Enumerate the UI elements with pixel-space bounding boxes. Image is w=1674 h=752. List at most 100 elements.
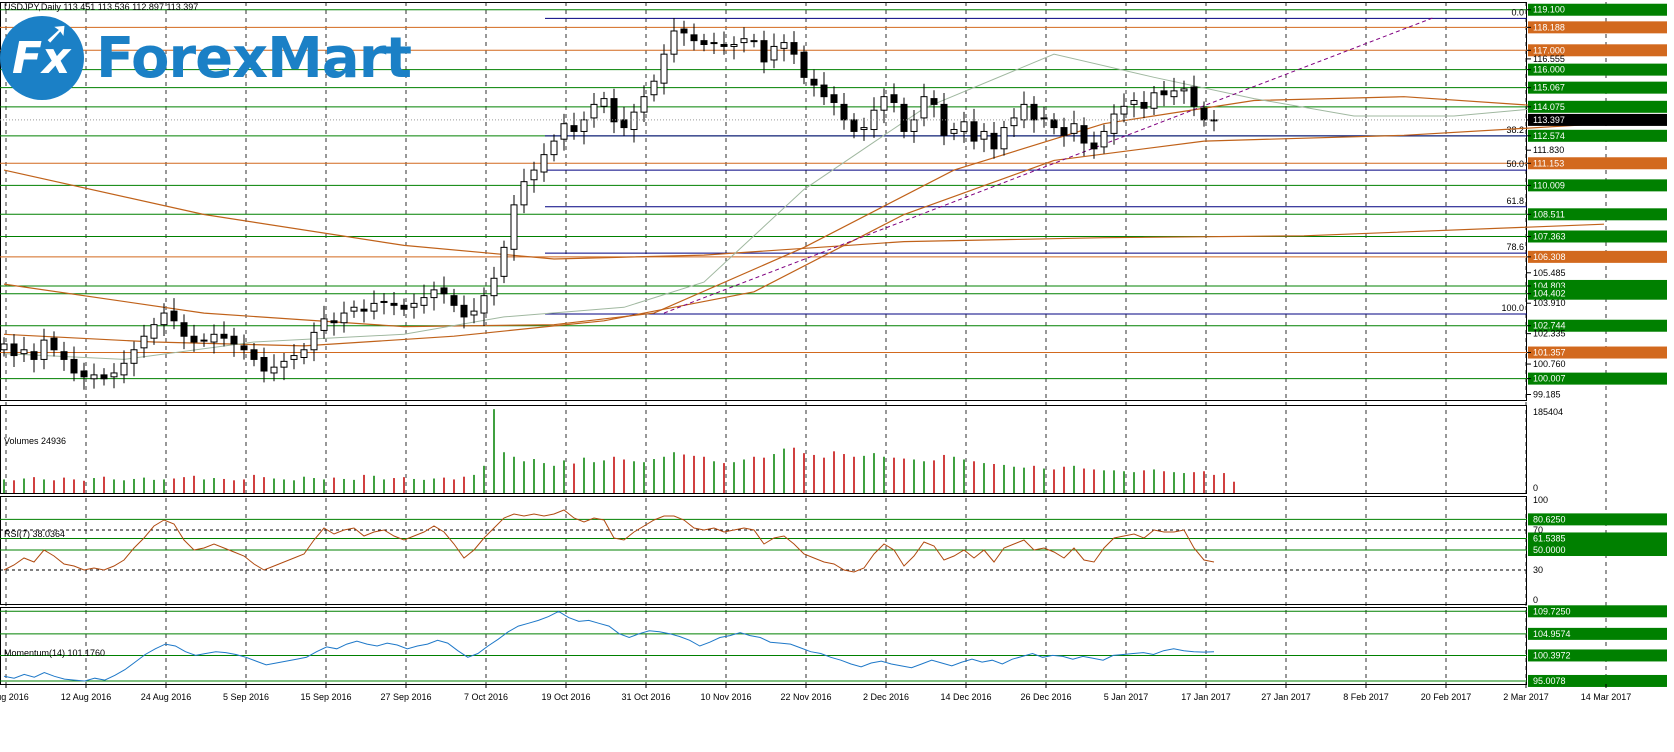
date-label: 2 Aug 2016: [0, 692, 29, 702]
candle-body: [470, 310, 478, 316]
candle-body: [740, 38, 748, 44]
candle-body: [390, 302, 398, 306]
date-label: 12 Aug 2016: [61, 692, 112, 702]
candle-body: [60, 351, 68, 360]
candle-body: [190, 335, 198, 343]
price-label: 117.000: [1533, 45, 1565, 55]
logo-mark: Fx: [12, 33, 71, 84]
rsi-level-label: 61.5385: [1533, 533, 1566, 543]
price-tag: [1528, 63, 1667, 76]
momentum-panel: 109.7250 104.9574 100.3972 95.0078: [0, 605, 1667, 687]
fib-level-label: 78.6: [1506, 242, 1524, 252]
momentum-level-label: 100.3972: [1533, 650, 1571, 660]
fib-level-label: 100.0: [1501, 303, 1524, 313]
candle-body: [250, 349, 258, 360]
candle-body: [600, 98, 608, 107]
candle-body: [170, 310, 178, 322]
volume-label: Volumes 24936: [4, 436, 66, 446]
price-label: 118.188: [1533, 22, 1565, 32]
forexmart-logo: Fx ➚ ForexMart: [0, 16, 412, 100]
price-label: 119.100: [1533, 5, 1565, 15]
rsi-label: RSI(7) 38.0364: [4, 529, 65, 539]
date-label: 20 Feb 2017: [1421, 692, 1472, 702]
rsi-axis-label: 0: [1533, 595, 1538, 605]
price-label: 104.402: [1533, 289, 1566, 299]
candle-body: [830, 94, 838, 103]
date-axis: 2 Aug 2016 12 Aug 2016 24 Aug 2016 5 Sep 20…: [0, 684, 1631, 702]
candle-body: [500, 246, 508, 277]
candle-body: [1080, 125, 1088, 144]
candle-body: [310, 331, 318, 351]
candle-body: [770, 45, 778, 61]
fib-level-label: 50.0: [1506, 159, 1524, 169]
date-label: 17 Jan 2017: [1181, 692, 1231, 702]
candle-body: [800, 51, 808, 78]
date-label: 19 Oct 2016: [541, 692, 590, 702]
candle-body: [160, 312, 168, 326]
candle-body: [940, 103, 948, 136]
rsi-level-label: 50.0000: [1533, 545, 1566, 555]
candle-body: [220, 333, 228, 339]
candle-body: [710, 42, 718, 45]
price-label: 105.485: [1533, 268, 1566, 278]
candle-body: [520, 181, 528, 206]
candle-body: [1150, 92, 1158, 109]
price-tag: [1528, 81, 1667, 94]
fib-level-label: 38.2: [1506, 125, 1524, 135]
candle-body: [430, 289, 438, 299]
date-label: 22 Nov 2016: [780, 692, 831, 702]
candle-body: [890, 94, 898, 103]
candle-body: [930, 98, 938, 105]
candle-body: [760, 40, 768, 63]
rsi-axis-label: 30: [1533, 565, 1543, 575]
price-label: 99.185: [1533, 389, 1561, 399]
candle-body: [670, 30, 678, 55]
panel-frame: [0, 2, 1527, 401]
date-label: 14 Mar 2017: [1581, 692, 1632, 702]
candle-body: [1110, 113, 1118, 134]
price-label: 112.574: [1533, 131, 1565, 141]
candle-body: [180, 322, 188, 337]
price-tag: [1528, 372, 1667, 385]
candle-body: [960, 121, 968, 132]
ma-20-line: [3, 53, 1605, 360]
candle-body: [1020, 103, 1028, 121]
candle-body: [80, 370, 88, 378]
candle-body: [420, 297, 428, 306]
price-label: 100.760: [1533, 359, 1566, 369]
momentum-level-tag: [1528, 605, 1667, 618]
candle-body: [690, 34, 698, 42]
price-label: 111.153: [1533, 158, 1564, 168]
momentum-level-tag: [1528, 627, 1667, 640]
candle-body: [1000, 127, 1008, 150]
price-label: 114.075: [1533, 102, 1565, 112]
fibonacci-levels: 0.0 38.2 50.0 61.8 78.6 100.0: [545, 7, 1527, 315]
upward-arrow-icon: ➚: [44, 16, 70, 51]
candle-body: [1030, 103, 1038, 121]
candle-body: [810, 78, 818, 86]
candle-body: [610, 98, 618, 123]
candle-body: [650, 80, 658, 96]
price-label: 102.335: [1533, 329, 1566, 339]
candle-body: [270, 366, 278, 374]
candle-body: [540, 154, 548, 173]
candle-body: [150, 324, 158, 339]
candle-body: [1040, 117, 1048, 120]
candle-body: [570, 125, 578, 132]
candle-body: [320, 318, 328, 331]
rsi-level-tag: [1528, 532, 1667, 545]
candle-body: [980, 130, 988, 140]
candle-body: [1050, 119, 1058, 129]
price-tag: [1528, 3, 1667, 16]
panel-frame: [0, 607, 1527, 685]
candle-body: [210, 333, 218, 343]
candle-body: [840, 103, 848, 121]
ma-100-line: [3, 96, 1605, 328]
support-resistance-lines: [0, 9, 1527, 380]
rsi-axis-label: 70: [1533, 525, 1543, 535]
candle-body: [480, 295, 488, 314]
candle-body: [950, 129, 958, 134]
candle-body: [750, 40, 758, 43]
price-tag: [1528, 129, 1667, 142]
